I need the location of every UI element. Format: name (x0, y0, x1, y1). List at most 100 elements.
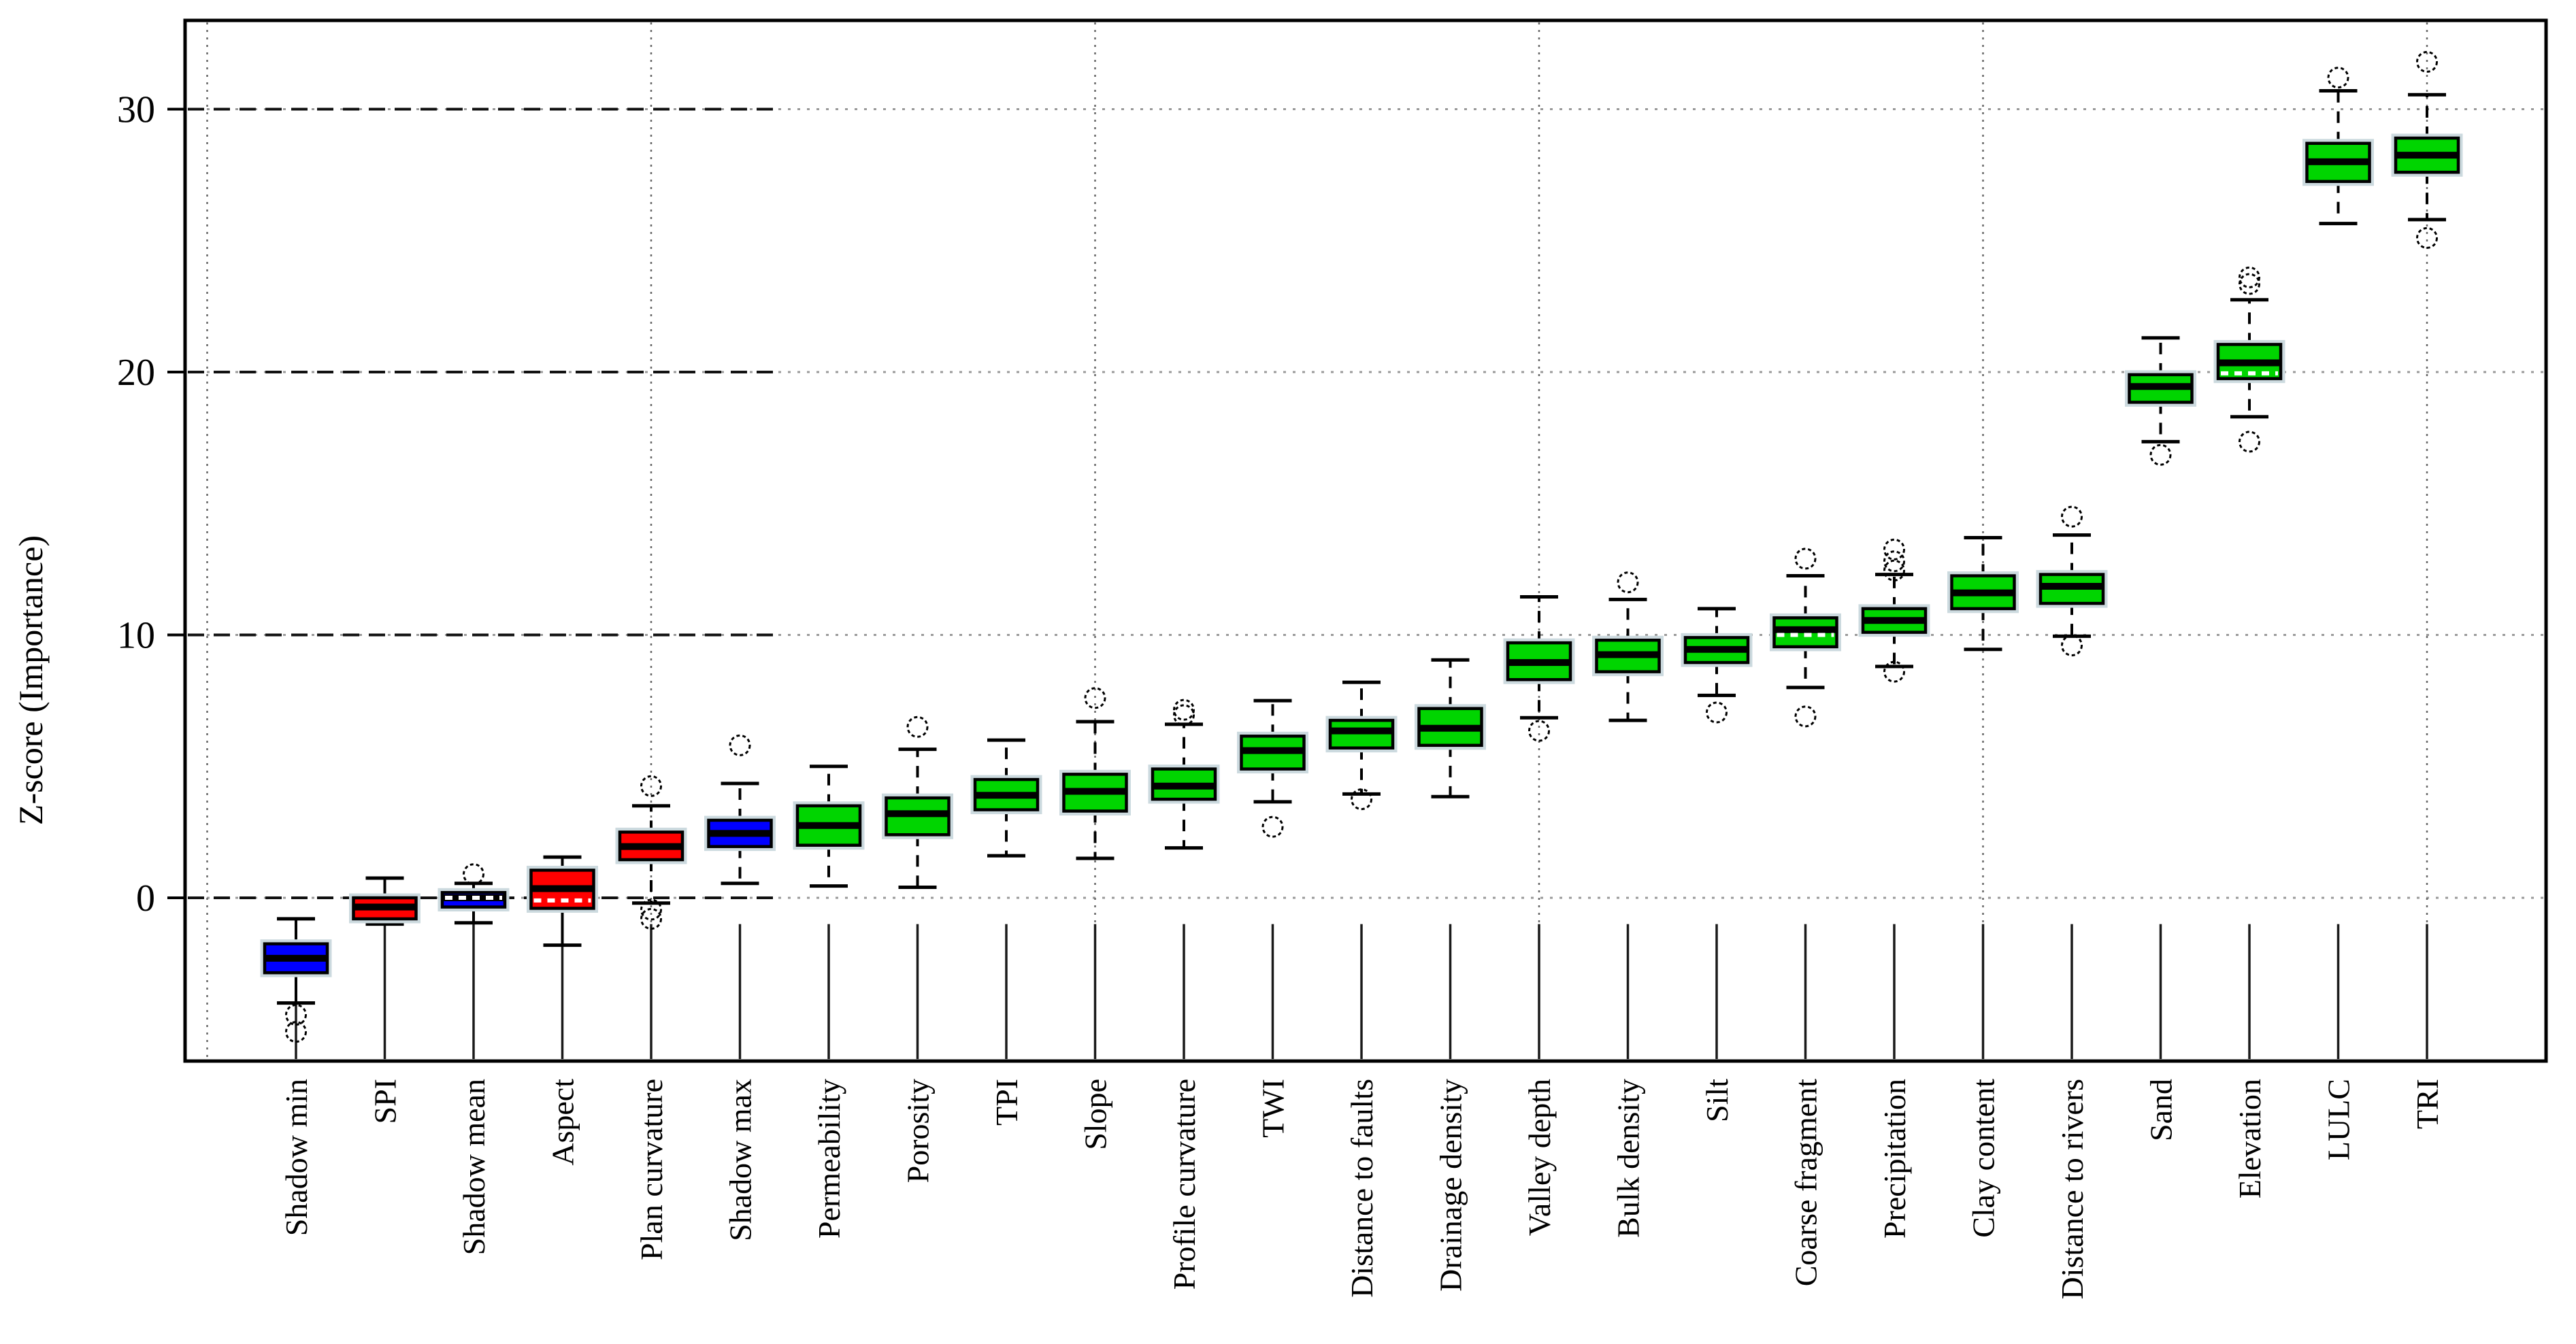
median-line (1953, 589, 2013, 597)
boxplot-tpi (970, 738, 1042, 858)
x-tick-label-bulk-density: Bulk density (1611, 1079, 1646, 1238)
boxplot-sand (2125, 336, 2196, 466)
box-halo (704, 816, 776, 852)
median-line (266, 954, 326, 962)
box-halo (349, 893, 420, 924)
box-halo (793, 801, 865, 850)
median-line (1864, 617, 1924, 624)
x-tick-label-slope: Slope (1078, 1079, 1113, 1150)
boxplot-tri (2391, 50, 2463, 249)
outlier-point-0 (2327, 67, 2349, 89)
outlier-point-0 (1261, 816, 1284, 838)
outlier-point-1 (2239, 266, 2260, 288)
boxplot-bulk-density (1592, 571, 1664, 722)
x-tick-label-drainage-density: Drainage density (1434, 1079, 1468, 1292)
median-line (799, 822, 859, 829)
boxplot-precipitation (1858, 538, 1930, 683)
x-tick-label-precipitation: Precipitation (1877, 1079, 1912, 1239)
outlier-point-0 (1883, 559, 1905, 582)
median-line (2308, 158, 2368, 165)
outlier-point-1 (1794, 705, 1817, 728)
boxplot-aspect (527, 855, 598, 947)
x-tick-label-coarse-fragment: Coarse fragment (1789, 1079, 1823, 1286)
box-halo (1592, 635, 1664, 677)
box-halo (527, 865, 598, 913)
median-line (1065, 788, 1125, 795)
outlier-point-2 (2239, 431, 2260, 453)
box-halo (1237, 731, 1308, 774)
x-tick-label-shadow-mean: Shadow mean (457, 1079, 491, 1255)
box-halo (615, 827, 687, 864)
x-tick-label-twi: TWI (1256, 1079, 1291, 1138)
boxplot-plan-curvature (615, 775, 687, 930)
boxplot-shadow-min (260, 917, 332, 1043)
median-line (1154, 782, 1214, 790)
boxplot-drainage-density (1415, 658, 1486, 799)
y-tick-label-30: 30 (117, 89, 155, 131)
outlier-point-0 (1617, 571, 1639, 594)
outlier-point-0 (1351, 788, 1372, 811)
box-halo (2036, 570, 2108, 608)
outlier-point-0 (2416, 50, 2438, 73)
x-tick-label-spi: SPI (368, 1079, 403, 1124)
boxplot-silt (1681, 607, 1753, 724)
median-line (887, 810, 948, 818)
outlier-point-2 (640, 907, 662, 930)
outlier-point-0 (2239, 273, 2260, 295)
boxplot-shadow-max (704, 734, 776, 886)
y-tick-label-10: 10 (117, 615, 155, 657)
x-tick-label-lulc: LULC (2322, 1079, 2356, 1160)
boxplot-profile-curvature (1148, 699, 1220, 850)
boxplot-elevation (2213, 266, 2285, 453)
outlier-point-0 (906, 716, 929, 738)
boxplot-spi (349, 876, 420, 926)
x-tick-label-silt: Silt (1700, 1079, 1734, 1122)
boxplot-valley-depth (1503, 594, 1575, 742)
box-halo (1503, 638, 1575, 684)
boxplot-twi (1237, 699, 1308, 838)
median-line (2042, 582, 2102, 590)
median-line (2130, 383, 2191, 390)
outlier-point-3 (1883, 660, 1905, 683)
median-line (621, 843, 681, 850)
median-line (1598, 651, 1658, 658)
outlier-point-1 (1883, 550, 1905, 573)
median-line (1687, 645, 1747, 653)
box-halo (260, 939, 332, 977)
box-halo (2391, 133, 2463, 177)
box-halo (970, 775, 1042, 815)
box-halo (2302, 139, 2374, 186)
median-line (976, 792, 1036, 799)
x-tick-label-distance-to-rivers: Distance to rivers (2055, 1079, 2090, 1299)
boxplot-slope (1059, 687, 1131, 860)
box-halo (1770, 613, 1841, 652)
boxplot-coarse-fragment (1770, 548, 1841, 728)
median-line (354, 903, 415, 911)
y-axis-title: Z-score (Importance) (12, 535, 50, 825)
outlier-point-0 (640, 775, 662, 797)
x-tick-label-tri: TRI (2410, 1079, 2445, 1129)
boxplot-lulc (2302, 67, 2374, 226)
x-tick-label-distance-to-faults: Distance to faults (1344, 1079, 1379, 1298)
box-halo (1681, 633, 1753, 667)
boxplot-clay-content (1947, 535, 2019, 652)
x-tick-label-tpi: TPI (989, 1079, 1024, 1126)
y-tick-label-20: 20 (117, 352, 155, 394)
median-line (532, 885, 593, 892)
outlier-point-0 (1084, 687, 1106, 709)
outlier-point-1 (285, 1021, 307, 1043)
box-halo (1325, 716, 1398, 753)
median-line (1775, 626, 1836, 633)
outlier-point-1 (2416, 226, 2438, 249)
box-halo (882, 793, 953, 839)
outlier-point-0 (1706, 701, 1728, 724)
box-halo (437, 888, 510, 912)
outlier-point-0 (2149, 443, 2172, 466)
boxplot-permeability (793, 765, 865, 888)
x-tick-label-profile-curvature: Profile curvature (1167, 1079, 1202, 1290)
box-halo (1059, 769, 1131, 816)
x-tick-label-sand: Sand (2144, 1079, 2179, 1141)
outlier-point-2 (1883, 538, 1905, 560)
